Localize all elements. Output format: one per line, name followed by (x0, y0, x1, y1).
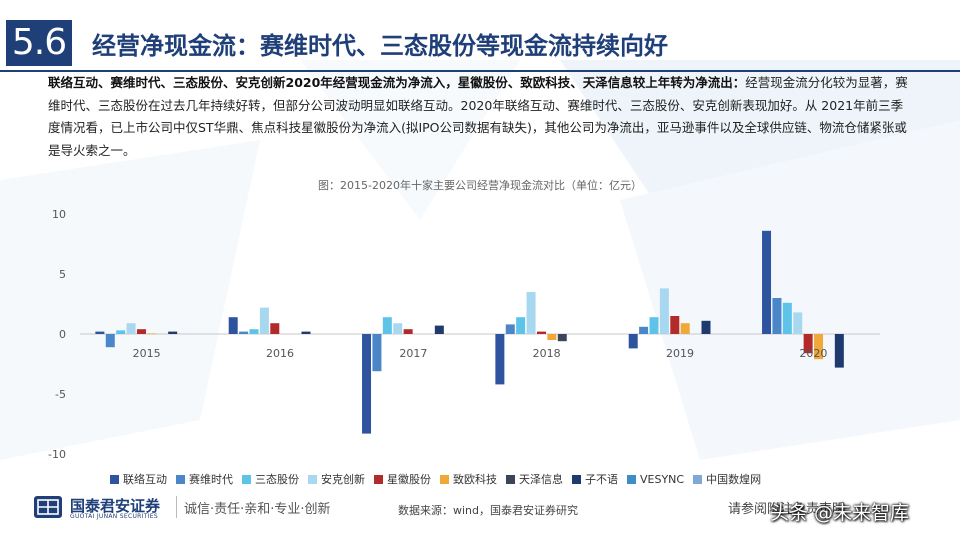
legend-item-3: 安克创新 (308, 471, 365, 487)
legend-item-1: 赛维时代 (176, 471, 233, 487)
bar-致欧科技-2019 (680, 323, 690, 334)
legend-label-2: 三态股份 (255, 473, 299, 486)
legend-item-2: 三态股份 (242, 471, 299, 487)
bar-致欧科技-2018 (547, 334, 557, 340)
chart-legend: 联络互动 赛维时代 三态股份 安克创新 星徽股份 致欧科技 天泽信息 子不语 VESYNC 中国数… (110, 471, 850, 487)
bar-三态股份-2015 (116, 330, 126, 334)
bar-联络互动-2018 (495, 334, 505, 385)
summary-bold-lead: 联络互动、赛维时代、三态股份、安克创新2020年经营现金流为净流入，星徽股份、致… (48, 75, 746, 90)
bar-安克创新-2017 (393, 323, 403, 334)
bar-子不语-2015 (168, 331, 178, 334)
legend-item-8: VESYNC (627, 473, 684, 486)
bar-联络互动-2016 (228, 317, 238, 334)
legend-item-5: 致欧科技 (440, 471, 497, 487)
y-tick-label-4: -10 (48, 448, 66, 461)
company-logo-icon (34, 496, 62, 518)
bar-赛维时代-2015 (105, 334, 115, 348)
legend-item-4: 星徽股份 (374, 471, 431, 487)
bar-安克创新-2015 (126, 323, 136, 334)
company-slogan: 诚信·责任·亲和·专业·创新 (184, 502, 331, 517)
x-tick-label-2016: 2016 (266, 347, 294, 360)
bar-子不语-2017 (434, 325, 444, 334)
x-tick-label-2015: 2015 (133, 347, 161, 360)
bar-赛维时代-2018 (505, 324, 515, 334)
legend-swatch-1 (176, 475, 185, 484)
legend-swatch-8 (627, 475, 636, 484)
legend-label-5: 致欧科技 (453, 473, 497, 486)
legend-label-7: 子不语 (585, 473, 618, 486)
section-number-badge: 5.6 (6, 20, 72, 66)
legend-label-6: 天泽信息 (519, 473, 563, 486)
watermark: 头条 @未来智库 (770, 502, 910, 524)
legend-label-8: VESYNC (640, 473, 685, 486)
legend-label-4: 星徽股份 (387, 473, 431, 486)
bar-安克创新-2018 (526, 292, 536, 334)
bar-联络互动-2020 (762, 230, 772, 334)
legend-swatch-4 (374, 475, 383, 484)
bar-安克创新-2019 (659, 288, 669, 334)
chart-title: 图：2015-2020年十家主要公司经营净现金流对比（单位：亿元） (318, 179, 642, 192)
legend-swatch-7 (572, 475, 581, 484)
legend-label-0: 联络互动 (123, 473, 167, 486)
legend-swatch-9 (693, 475, 703, 484)
legend-item-0: 联络互动 (110, 471, 167, 487)
cashflow-bar-chart: 10 5 0 -5 -10 2015 2016 2017 2018 2019 2020 (48, 208, 880, 461)
company-name-en: GUOTAI JUNAN SECURITIES (70, 513, 158, 520)
bar-星徽股份-2015 (136, 329, 146, 334)
bar-安克创新-2020 (793, 312, 803, 334)
company-name: 国泰君安证券 (70, 497, 161, 515)
bar-星徽股份-2019 (670, 316, 680, 334)
x-tick-label-2019: 2019 (666, 347, 694, 360)
disclaimer-link[interactable]: 请参阅附注免责声明 (728, 502, 846, 517)
x-tick-label-2018: 2018 (533, 347, 561, 360)
bar-三态股份-2016 (249, 329, 259, 334)
legend-item-9: 中国数煌网 (693, 471, 761, 487)
x-tick-label-2020: 2020 (799, 347, 827, 360)
bar-联络互动-2019 (628, 334, 638, 349)
y-tick-label-3: -5 (55, 388, 66, 401)
bar-子不语-2019 (701, 320, 711, 334)
legend-swatch-3 (308, 475, 317, 484)
bar-三态股份-2017 (382, 317, 392, 334)
legend-item-6: 天泽信息 (506, 471, 563, 487)
legend-swatch-5 (440, 475, 449, 484)
summary-paragraph: 联络互动、赛维时代、三态股份、安克创新2020年经营现金流为净流入，星徽股份、致… (48, 72, 910, 162)
bar-星徽股份-2017 (403, 329, 413, 334)
bar-星徽股份-2016 (270, 323, 280, 334)
legend-swatch-2 (242, 475, 251, 484)
footer-separator (176, 496, 177, 518)
bar-赛维时代-2019 (639, 326, 649, 334)
bar-星徽股份-2018 (536, 331, 546, 334)
bar-致欧科技-2015 (147, 333, 157, 335)
bar-天泽信息-2018 (557, 334, 567, 342)
y-tick-label-1: 5 (59, 268, 66, 281)
data-source: 数据来源：wind，国泰君安证券研究 (398, 504, 579, 517)
x-tick-label-2017: 2017 (399, 347, 427, 360)
bar-联络互动-2015 (95, 331, 105, 334)
bar-安克创新-2016 (259, 307, 269, 334)
slide-footer: 国泰君安证券 GUOTAI JUNAN SECURITIES 诚信·责任·亲和·… (0, 490, 960, 530)
y-tick-label-0: 10 (52, 208, 66, 221)
bar-赛维时代-2017 (372, 334, 382, 372)
slide-header: 5.6 经营净现金流：赛维时代、三态股份等现金流持续向好 (0, 18, 960, 72)
legend-label-3: 安克创新 (321, 473, 365, 486)
legend-label-9: 中国数煌网 (706, 473, 762, 486)
bar-联络互动-2017 (362, 334, 372, 434)
legend-item-7: 子不语 (572, 471, 618, 487)
y-tick-label-2: 0 (59, 328, 66, 341)
bar-赛维时代-2020 (772, 298, 782, 334)
legend-label-1: 赛维时代 (189, 473, 233, 486)
bar-三态股份-2018 (516, 317, 526, 334)
legend-swatch-0 (110, 475, 119, 484)
slide-title: 经营净现金流：赛维时代、三态股份等现金流持续向好 (92, 32, 668, 60)
bar-子不语-2020 (834, 334, 844, 368)
bar-三态股份-2020 (782, 302, 792, 334)
bar-赛维时代-2016 (239, 331, 249, 334)
bar-三态股份-2019 (649, 317, 659, 334)
bar-子不语-2016 (301, 331, 311, 334)
legend-swatch-6 (506, 475, 515, 484)
